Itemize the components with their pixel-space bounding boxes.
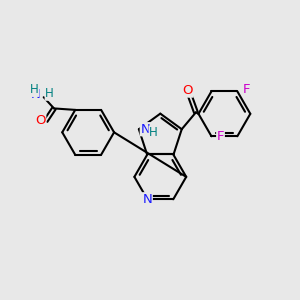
Text: N: N — [140, 123, 150, 136]
Text: N: N — [142, 193, 152, 206]
Text: N: N — [30, 88, 40, 101]
Text: F: F — [243, 83, 250, 96]
Text: H: H — [30, 83, 39, 96]
Text: H: H — [45, 87, 54, 100]
Text: O: O — [35, 114, 46, 127]
Text: H: H — [149, 126, 158, 139]
Text: O: O — [182, 84, 193, 97]
Text: F: F — [217, 130, 224, 143]
